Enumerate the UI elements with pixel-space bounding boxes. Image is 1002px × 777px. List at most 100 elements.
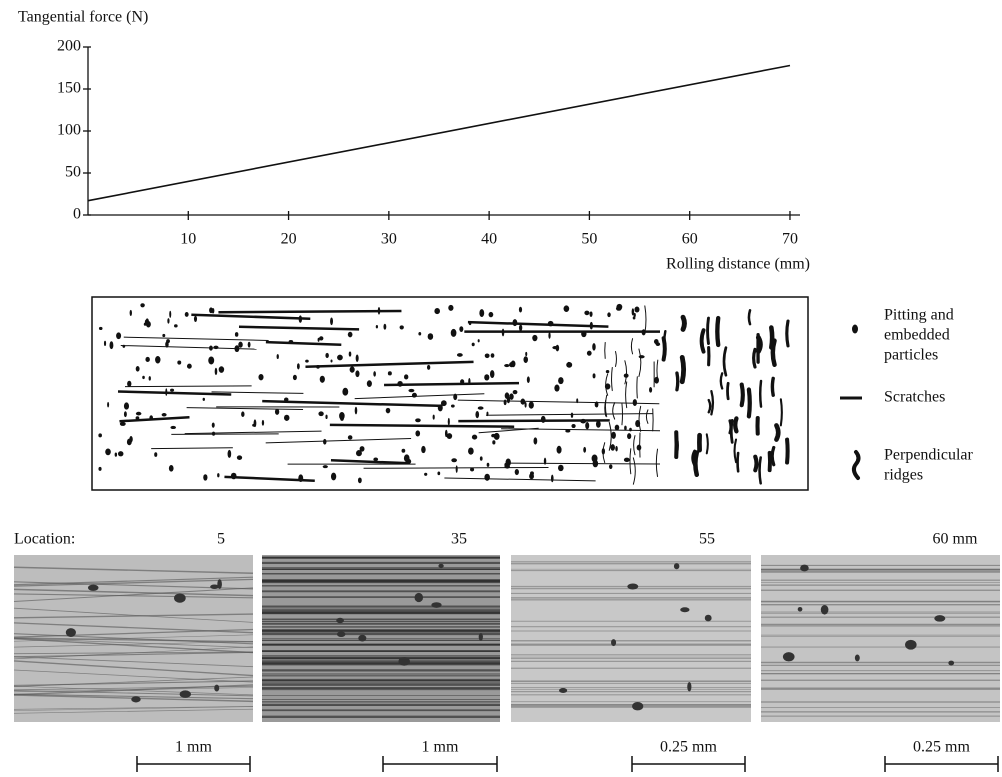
pit: [450, 404, 455, 408]
texture: [13, 708, 254, 714]
ridge: [602, 442, 606, 464]
ridge: [705, 433, 709, 455]
texture: [13, 669, 254, 683]
particle: [65, 628, 76, 637]
texture: [13, 637, 254, 648]
pit: [348, 351, 352, 357]
pit: [355, 370, 360, 378]
pit: [503, 399, 507, 406]
particle: [431, 602, 442, 608]
particle: [131, 696, 141, 703]
scratch: [485, 413, 653, 416]
pit: [566, 362, 573, 368]
x-tick-label: 20: [281, 231, 297, 248]
texture: [13, 685, 254, 696]
pit: [355, 450, 362, 457]
pit: [491, 433, 496, 438]
ridge: [722, 346, 728, 377]
x-tick-label: 50: [581, 231, 597, 248]
pit: [484, 473, 490, 481]
pit: [440, 400, 447, 407]
ridge: [770, 376, 775, 397]
ridge: [779, 398, 783, 427]
pit: [349, 366, 355, 373]
ridge: [611, 366, 613, 392]
particle: [948, 660, 955, 666]
pit: [387, 371, 392, 376]
texture: [13, 638, 254, 654]
pit: [638, 355, 645, 359]
pit: [162, 333, 166, 338]
ridge: [746, 387, 752, 419]
scratch: [123, 336, 269, 341]
pit: [594, 401, 598, 408]
pit: [471, 342, 475, 347]
pit: [528, 401, 534, 409]
ridge: [679, 354, 687, 385]
ridge: [733, 416, 739, 434]
pit: [347, 435, 353, 440]
pit: [524, 401, 527, 408]
micrograph: [511, 555, 751, 722]
pit: [117, 451, 124, 457]
ridge: [726, 381, 730, 401]
pit: [552, 345, 558, 350]
pit: [533, 437, 538, 445]
pit: [186, 363, 192, 369]
pit: [339, 412, 345, 420]
pit: [583, 446, 587, 453]
pit: [585, 422, 590, 430]
scratch: [458, 419, 610, 423]
pit: [184, 312, 189, 317]
pit: [446, 433, 453, 440]
ridge: [632, 457, 636, 485]
particle: [934, 615, 946, 622]
pit: [526, 376, 530, 384]
scale-bar-label: 0.25 mm: [913, 739, 970, 756]
scratch: [191, 313, 311, 320]
texture: [13, 622, 254, 634]
scratch: [224, 475, 315, 482]
pit: [355, 354, 359, 362]
pit: [479, 456, 483, 461]
ridge: [785, 437, 790, 465]
pit: [510, 360, 516, 368]
pit: [261, 419, 265, 426]
scratch: [262, 399, 443, 408]
texture: [13, 634, 254, 642]
pit: [432, 414, 435, 420]
pit: [512, 390, 518, 395]
pit: [276, 354, 279, 360]
pit: [653, 339, 659, 345]
pit: [107, 401, 110, 408]
pit: [421, 445, 426, 454]
ridge: [612, 402, 616, 420]
pit: [170, 425, 177, 430]
ridge: [770, 445, 776, 467]
pit: [330, 317, 334, 326]
scratch: [184, 430, 322, 435]
pit: [624, 425, 627, 431]
pit: [529, 473, 534, 480]
ridge: [774, 423, 781, 442]
pit: [636, 444, 642, 451]
pit: [632, 399, 638, 406]
ridge: [608, 421, 612, 451]
particle: [905, 639, 917, 650]
pit: [415, 430, 421, 437]
ridge: [733, 438, 738, 464]
texture: [13, 685, 254, 691]
texture: [13, 613, 254, 619]
particle: [179, 690, 191, 698]
pit: [253, 419, 257, 428]
texture: [13, 593, 254, 599]
pit: [489, 370, 495, 378]
decoration: [13, 303, 1000, 772]
ridge: [621, 403, 623, 426]
location-value: 60 mm: [933, 531, 978, 548]
pit: [424, 472, 428, 476]
ridge: [753, 454, 759, 473]
pit: [586, 350, 592, 356]
pit: [611, 431, 616, 439]
pit: [383, 323, 387, 330]
